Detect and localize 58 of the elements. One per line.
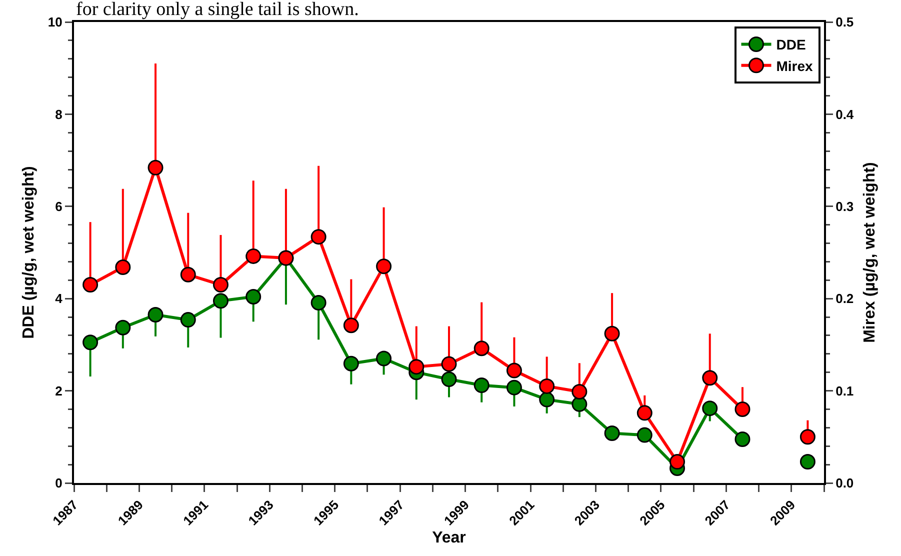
point bbox=[702, 400, 718, 416]
point bbox=[376, 258, 392, 274]
y-tick-label: 4 bbox=[55, 291, 64, 306]
point bbox=[474, 340, 490, 356]
x-axis-title: Year bbox=[432, 529, 466, 546]
legend-label: DDE bbox=[776, 36, 806, 53]
point bbox=[636, 405, 652, 421]
y2-tick-label: 0.4 bbox=[836, 106, 854, 122]
point bbox=[148, 160, 164, 176]
y-tick-label: 2 bbox=[55, 383, 62, 398]
y2-tick-label: 0.0 bbox=[836, 476, 854, 491]
point bbox=[441, 356, 457, 372]
point bbox=[376, 350, 392, 366]
y-tick-label: 0 bbox=[55, 476, 62, 491]
y2-tick-label: 0.5 bbox=[836, 14, 854, 30]
point bbox=[441, 372, 457, 388]
y2-tick-label: 0.2 bbox=[836, 291, 854, 306]
point bbox=[702, 370, 718, 386]
point bbox=[539, 392, 555, 408]
point bbox=[180, 266, 196, 282]
y2-axis-title: Mirex (µg/g, wet weight) bbox=[862, 162, 879, 343]
y2-tick-label: 0.1 bbox=[836, 383, 854, 398]
point bbox=[212, 293, 228, 309]
point bbox=[212, 277, 228, 293]
point bbox=[246, 248, 262, 264]
point bbox=[148, 306, 164, 322]
point bbox=[800, 454, 816, 470]
point bbox=[734, 401, 750, 417]
point bbox=[180, 312, 196, 328]
point bbox=[604, 425, 620, 441]
y-tick-label: 10 bbox=[48, 14, 62, 30]
point bbox=[246, 289, 262, 305]
y2-tick-label: 0.3 bbox=[836, 198, 854, 214]
point bbox=[310, 295, 326, 310]
point bbox=[572, 396, 588, 412]
point bbox=[800, 429, 816, 445]
point bbox=[506, 380, 522, 396]
y-tick-label: 8 bbox=[55, 106, 62, 122]
point bbox=[636, 427, 652, 443]
point bbox=[115, 260, 131, 275]
point bbox=[343, 318, 359, 334]
point bbox=[343, 356, 359, 372]
point bbox=[115, 320, 131, 336]
point bbox=[82, 277, 98, 293]
point bbox=[539, 378, 555, 394]
point bbox=[506, 362, 522, 378]
point bbox=[670, 454, 686, 470]
point bbox=[604, 326, 620, 342]
point bbox=[474, 378, 490, 394]
y-tick-label: 6 bbox=[55, 198, 62, 214]
point bbox=[82, 334, 98, 350]
point bbox=[734, 431, 750, 447]
legend-label: Mirex bbox=[776, 58, 814, 74]
point bbox=[572, 384, 588, 400]
point bbox=[408, 359, 424, 375]
text: for clarity only a single tail is shown. bbox=[76, 0, 359, 20]
y-axis-title: DDE (µg/g, wet weight) bbox=[20, 166, 38, 339]
point bbox=[310, 229, 326, 245]
